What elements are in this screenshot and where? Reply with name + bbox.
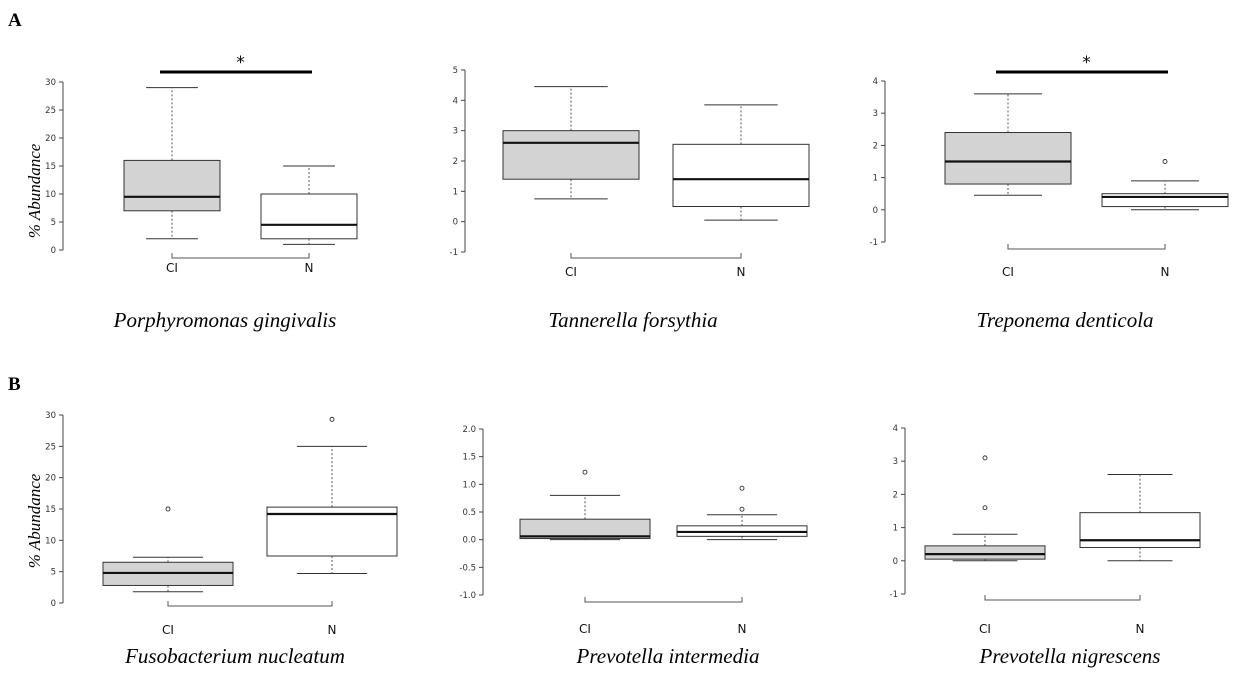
chart-0-ylabel: % Abundance [25,143,44,238]
box [123,159,221,212]
y-tick-label: 10 [45,536,56,546]
x-category-label: N [1161,265,1170,279]
y-tick-label: 0 [51,246,56,256]
y-tick-label: 20 [45,474,56,484]
y-tick-label: 1.0 [462,480,476,490]
y-tick-label: 2 [453,157,458,167]
y-tick-label: 4 [453,96,458,106]
outlier-point [165,506,171,512]
outlier-point [982,455,988,461]
y-tick-label: -0.5 [459,563,476,573]
y-tick-label: 30 [45,78,56,88]
y-tick-label: 25 [45,106,56,116]
x-category-label: CI [979,622,991,636]
y-tick-label: 30 [45,411,56,421]
y-tick-label: 0.0 [462,536,476,546]
x-axis-line [570,253,742,259]
y-tick-label: 2.0 [462,425,476,435]
y-tick-label: -1 [870,238,878,248]
chart-2-title: Treponema denticola [976,308,1153,332]
y-tick-label: 0.5 [462,508,476,518]
x-category-label: CI [565,265,577,279]
chart-4: Prevotella intermedia -1.0 -0.5 0.0 0.5 1.0 1… [459,425,808,668]
y-tick-label: 10 [45,190,56,200]
outlier-point [739,506,745,512]
y-tick-label: 4 [873,77,878,87]
x-category-label: N [738,622,747,636]
chart-2: Treponema denticola -1 0 1 2 3 4 CI N * [870,53,1229,332]
y-tick-label: 15 [45,162,56,172]
chart-4-title: Prevotella intermedia [576,644,760,668]
panel-letter-a: A [8,10,22,31]
chart-3: % Abundance Fusobacterium nucleatum 0 5 10… [25,411,398,668]
y-tick-label: -1 [450,248,458,258]
x-axis-line [584,597,743,603]
outlier-point [739,485,745,491]
y-tick-label: -1 [890,590,898,600]
box [1101,193,1229,208]
chart-0: % Abundance Porphyromonas gingivalis 0 5 1… [25,53,358,332]
outlier-point [1162,159,1168,164]
box [519,518,651,540]
y-tick-label: 5 [51,218,56,228]
chart-3-title: Fusobacterium nucleatum [124,644,345,668]
box [944,132,1072,185]
chart-0-title: Porphyromonas gingivalis [113,308,337,332]
y-tick-label: 1 [893,524,898,534]
chart-3-ylabel: % Abundance [25,473,44,568]
y-tick-label: 2 [873,141,878,151]
box [260,193,358,240]
y-tick-label: 5 [51,568,56,578]
x-category-label: N [328,623,337,637]
x-category-label: CI [1002,265,1014,279]
significance-star: * [236,53,245,73]
chart-5: Prevotella nigrescens -1 0 1 2 3 4 CI N [890,424,1201,668]
box [672,143,810,207]
y-tick-label: 15 [45,505,56,515]
x-axis-line [1007,244,1166,250]
box [502,130,640,180]
x-category-label: N [305,261,314,275]
outlier-point [982,505,988,511]
x-axis-line [171,253,310,259]
y-tick-label: 25 [45,442,56,452]
outlier-point [329,416,335,422]
chart-1: Tannerella forsythia -1 0 1 2 3 4 5 CI N [450,66,810,332]
y-tick-label: 1 [873,174,878,184]
y-tick-label: 3 [873,109,878,119]
significance-star: * [1082,53,1091,73]
box [924,545,1046,560]
box [1079,512,1201,549]
y-tick-label: 2 [893,490,898,500]
chart-1-title: Tannerella forsythia [548,308,717,332]
y-tick-label: 5 [453,66,458,76]
x-category-label: CI [166,261,178,275]
y-tick-label: 3 [453,127,458,137]
y-tick-label: 1 [453,187,458,197]
outlier-point [582,469,588,475]
y-tick-label: 0 [453,218,458,228]
x-category-label: N [1136,622,1145,636]
x-category-label: CI [162,623,174,637]
panel-letter-b: B [8,374,21,395]
y-tick-label: 1.5 [462,453,476,463]
y-tick-label: 0 [893,557,898,567]
y-tick-label: 4 [893,424,898,434]
x-axis-line [984,595,1141,601]
x-category-label: CI [579,622,591,636]
y-tick-label: 20 [45,134,56,144]
y-tick-label: 0 [873,206,878,216]
x-category-label: N [737,265,746,279]
x-axis-line [167,601,333,607]
y-tick-label: -1.0 [459,591,476,601]
box [266,506,398,557]
y-tick-label: 3 [893,457,898,467]
chart-5-title: Prevotella nigrescens [979,644,1161,668]
y-tick-label: 0 [51,599,56,609]
